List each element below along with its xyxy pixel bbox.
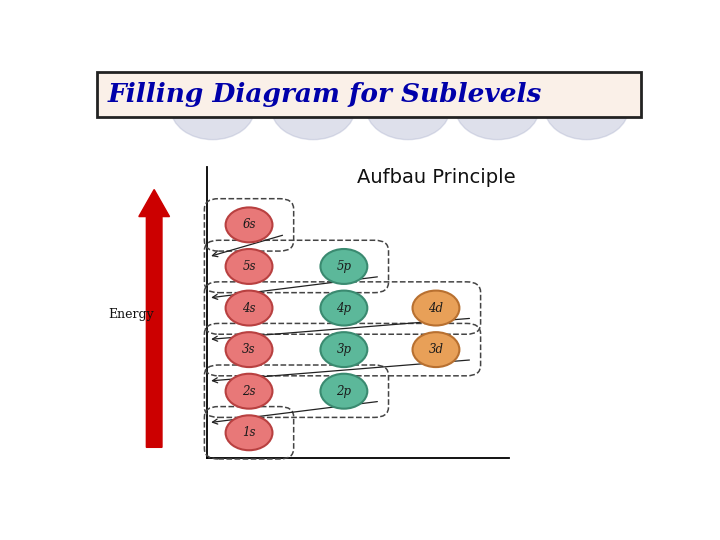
Circle shape [320, 291, 367, 326]
Text: 3d: 3d [428, 343, 444, 356]
Circle shape [225, 332, 272, 367]
Text: Filling Diagram for Sublevels: Filling Diagram for Sublevels [108, 82, 542, 107]
Text: 5p: 5p [336, 260, 351, 273]
Circle shape [456, 77, 539, 140]
Text: Energy: Energy [108, 308, 153, 321]
Text: 6s: 6s [242, 218, 256, 231]
Circle shape [545, 77, 629, 140]
Circle shape [413, 291, 459, 326]
Circle shape [225, 207, 272, 242]
FancyBboxPatch shape [96, 72, 642, 117]
Text: 3p: 3p [336, 343, 351, 356]
Text: 2p: 2p [336, 384, 351, 397]
Text: 2s: 2s [242, 384, 256, 397]
Circle shape [320, 374, 367, 409]
Text: 5s: 5s [242, 260, 256, 273]
Circle shape [171, 77, 255, 140]
Circle shape [366, 77, 450, 140]
Circle shape [413, 332, 459, 367]
Text: 4d: 4d [428, 301, 444, 314]
Circle shape [320, 332, 367, 367]
Circle shape [225, 249, 272, 284]
Text: 4p: 4p [336, 301, 351, 314]
Text: 4s: 4s [242, 301, 256, 314]
Circle shape [225, 374, 272, 409]
Circle shape [225, 415, 272, 450]
FancyArrow shape [139, 190, 169, 447]
Text: 1s: 1s [242, 426, 256, 439]
Text: Aufbau Principle: Aufbau Principle [356, 167, 516, 186]
Circle shape [225, 291, 272, 326]
Circle shape [271, 77, 355, 140]
Circle shape [320, 249, 367, 284]
Text: 3s: 3s [242, 343, 256, 356]
